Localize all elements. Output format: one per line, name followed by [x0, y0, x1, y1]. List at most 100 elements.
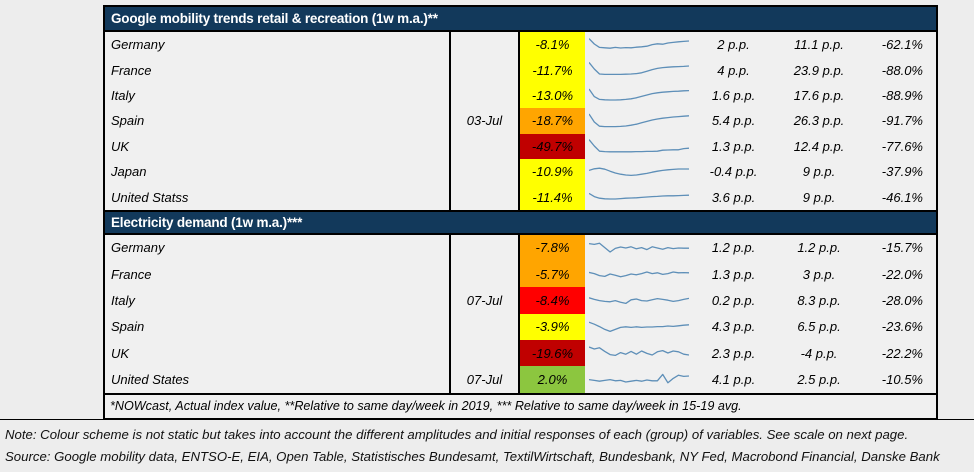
sparkline: [585, 83, 692, 108]
pp-week-value: 5.4 p.p.: [711, 113, 756, 129]
value-cell: -7.8%: [520, 234, 585, 262]
sparkline: [585, 57, 692, 82]
value-cell: -11.4%: [520, 184, 585, 210]
sparkline: [585, 134, 692, 159]
country-label: France: [111, 62, 152, 78]
pp-month-value: 23.9 p.p.: [793, 62, 845, 78]
country-label: Germany: [111, 37, 165, 53]
date-spacer: [449, 314, 520, 340]
table-sections: Google mobility trends retail & recreati…: [105, 7, 936, 393]
sparkline: [585, 366, 692, 392]
value-cell: -3.9%: [520, 313, 585, 341]
pp-week-value: 2.3 p.p.: [711, 345, 756, 361]
pp-week-value: 1.6 p.p.: [711, 87, 756, 103]
country-label: Spain: [111, 113, 145, 129]
country-label: UK: [111, 138, 130, 154]
vs-baseline-value: -10.5%: [881, 372, 923, 388]
sparkline: [585, 314, 692, 340]
country-label: Spain: [111, 319, 145, 335]
pp-month-value: 17.6 p.p.: [793, 87, 845, 103]
country-label: UK: [111, 345, 130, 361]
value-cell: -19.6%: [520, 340, 585, 367]
table-row: Spain -18.7% 5.4 p.p. 26.3 p.p. -91.7%: [105, 108, 936, 134]
table-section: Electricity demand (1w m.a.)*** Germany -7…: [105, 209, 936, 393]
sparkline: [585, 184, 692, 209]
pp-month-value: 1.2 p.p.: [797, 240, 841, 256]
pp-week-value: 4.3 p.p.: [711, 319, 756, 335]
table-row: Italy -13.0% 1.6 p.p. 17.6 p.p. -88.9%: [105, 82, 936, 109]
table-row: France -5.7% 1.3 p.p. 3 p.p. -22.0%: [105, 261, 936, 288]
sparkline: [585, 287, 692, 313]
pp-month-value: 11.1 p.p.: [794, 37, 844, 53]
vs-baseline-value: -46.1%: [881, 189, 923, 205]
date-spacer: [449, 57, 520, 82]
date-spacer: [449, 159, 520, 184]
date-spacer: [449, 340, 520, 366]
date-spacer: [449, 235, 520, 261]
pp-week-value: 1.2 p.p.: [711, 240, 756, 256]
value-cell: -18.7%: [520, 108, 585, 134]
vs-baseline-value: -91.7%: [881, 113, 923, 129]
value-cell: -10.9%: [520, 158, 585, 185]
pp-week-value: 2 p.p.: [717, 37, 750, 53]
pp-week-value: -0.4 p.p.: [709, 164, 758, 180]
section-header: Google mobility trends retail & recreati…: [105, 7, 936, 32]
value-cell: -13.0%: [520, 82, 585, 109]
table-row: Japan -10.9% -0.4 p.p. 9 p.p. -37.9%: [105, 158, 936, 185]
vs-baseline-value: -88.0%: [881, 62, 923, 78]
table-row: France -11.7% 4 p.p. 23.9 p.p. -88.0%: [105, 57, 936, 83]
vs-baseline-value: -77.6%: [881, 138, 923, 154]
vs-baseline-value: -28.0%: [881, 293, 923, 309]
table-row: UK -49.7% 1.3 p.p. 12.4 p.p. -77.6%: [105, 133, 936, 159]
source-line: Source: Google mobility data, ENTSO-E, E…: [5, 449, 940, 464]
table-row: Italy -8.4% 0.2 p.p. 8.3 p.p. -28.0%: [105, 287, 936, 314]
pp-week-value: 1.3 p.p.: [711, 266, 756, 282]
date-spacer: [449, 108, 520, 133]
date-spacer: [449, 32, 520, 57]
section-body: Germany -8.1% 2 p.p. 11.1 p.p. -62.1% France -…: [105, 32, 936, 210]
pp-month-value: 9 p.p.: [802, 189, 836, 205]
country-label: Japan: [111, 164, 147, 180]
vs-baseline-value: -88.9%: [881, 87, 923, 103]
note-line: Note: Colour scheme is not static but ta…: [5, 427, 909, 442]
table-row: Spain -3.9% 4.3 p.p. 6.5 p.p. -23.6%: [105, 313, 936, 341]
nowcast-table: Google mobility trends retail & recreati…: [103, 5, 938, 420]
date-spacer: [449, 83, 520, 108]
value-cell: -49.7%: [520, 133, 585, 159]
value-cell: -8.1%: [520, 32, 585, 58]
pp-month-value: 3 p.p.: [802, 266, 836, 282]
date-spacer: [449, 261, 520, 287]
vs-baseline-value: -22.2%: [881, 345, 923, 361]
section-header: Electricity demand (1w m.a.)***: [105, 209, 936, 235]
sparkline: [585, 159, 692, 184]
country-label: Italy: [111, 293, 135, 309]
date-spacer: [449, 366, 520, 392]
date-spacer: [449, 184, 520, 209]
vs-baseline-value: -62.1%: [881, 37, 923, 53]
table-row: UK -19.6% 2.3 p.p. -4 p.p. -22.2%: [105, 340, 936, 367]
vs-baseline-value: -15.7%: [881, 240, 923, 256]
country-label: France: [111, 266, 152, 282]
date-spacer: [449, 134, 520, 159]
value-cell: 2.0%: [520, 366, 585, 393]
vs-baseline-value: -37.9%: [881, 164, 923, 180]
sparkline: [585, 235, 692, 261]
vs-baseline-value: -23.6%: [881, 319, 923, 335]
date-spacer: [449, 287, 520, 313]
pp-month-value: 2.5 p.p.: [797, 372, 841, 388]
country-label: Germany: [111, 240, 165, 256]
pp-month-value: 8.3 p.p.: [797, 293, 841, 309]
pp-month-value: -4 p.p.: [800, 345, 838, 361]
sparkline: [585, 32, 692, 57]
country-label: United Statss: [111, 189, 189, 205]
pp-week-value: 1.3 p.p.: [711, 138, 756, 154]
pp-month-value: 26.3 p.p.: [793, 113, 845, 129]
value-cell: -8.4%: [520, 287, 585, 314]
sparkline: [585, 108, 692, 133]
pp-week-value: 3.6 p.p.: [711, 189, 756, 205]
table-footnote: *NOWcast, Actual index value, **Relative…: [105, 392, 936, 418]
country-label: Italy: [111, 87, 135, 103]
pp-week-value: 4.1 p.p.: [711, 372, 756, 388]
sparkline: [585, 261, 692, 287]
